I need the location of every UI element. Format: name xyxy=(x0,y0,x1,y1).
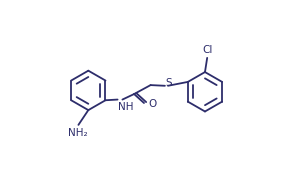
Text: NH₂: NH₂ xyxy=(68,128,87,138)
Text: NH: NH xyxy=(118,102,133,112)
Text: O: O xyxy=(148,99,156,109)
Text: S: S xyxy=(166,78,172,88)
Text: Cl: Cl xyxy=(202,45,212,55)
